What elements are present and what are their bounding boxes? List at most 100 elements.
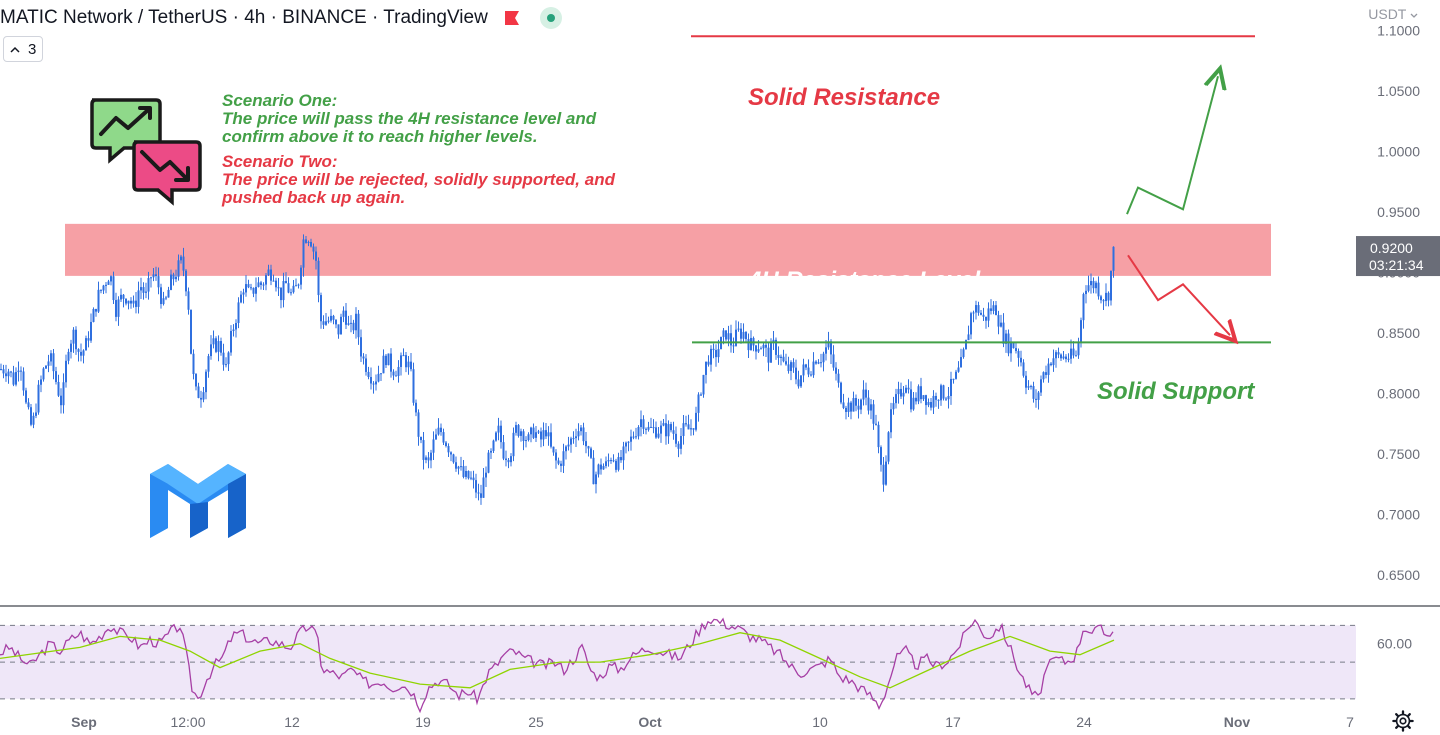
price-tick-label: 0.7500: [1377, 446, 1420, 462]
candle: [462, 460, 465, 479]
candles-layer: [0, 234, 1115, 505]
candle: [745, 331, 747, 344]
candle: [312, 243, 315, 260]
solid-support-label: Solid Support: [1097, 378, 1255, 405]
candle: [632, 431, 635, 440]
candle: [972, 310, 975, 323]
candle: [952, 378, 955, 384]
time-tick-label: Nov: [1224, 714, 1251, 730]
candle: [827, 331, 830, 350]
candle: [1060, 353, 1062, 362]
candle: [690, 419, 692, 436]
candle: [152, 268, 155, 282]
candle: [815, 360, 817, 365]
candle: [1047, 358, 1050, 383]
time-tick-label: 19: [415, 714, 431, 730]
candle: [137, 281, 140, 314]
candle: [892, 396, 895, 415]
currency-selector[interactable]: USDT: [1368, 6, 1418, 22]
candle: [185, 269, 187, 297]
candle: [1000, 314, 1002, 328]
candle: [487, 450, 490, 474]
candle: [495, 431, 497, 442]
indicators-toggle-button[interactable]: 3: [3, 36, 44, 62]
candle: [480, 484, 482, 505]
candle: [775, 337, 777, 360]
candle: [802, 358, 805, 383]
candle: [1087, 275, 1090, 293]
candle: [30, 404, 32, 427]
candle: [1052, 349, 1055, 372]
candle: [42, 367, 45, 382]
candle: [180, 254, 182, 264]
candle: [717, 339, 720, 363]
candle: [707, 355, 710, 367]
candle: [142, 282, 145, 300]
candle: [605, 456, 607, 469]
candle: [150, 276, 152, 288]
candle: [232, 324, 235, 337]
candle: [622, 441, 625, 470]
market-status-icon[interactable]: [539, 7, 562, 29]
candle: [7, 368, 10, 384]
candle: [732, 337, 735, 354]
candle: [202, 386, 205, 403]
candle: [1095, 280, 1097, 294]
candle: [975, 300, 977, 320]
candle: [850, 400, 852, 420]
candle: [170, 269, 172, 291]
candle: [510, 453, 512, 467]
candle: [762, 342, 765, 357]
candle: [532, 423, 535, 439]
candle: [292, 280, 295, 294]
candle: [325, 312, 327, 326]
candle: [647, 421, 650, 432]
candle: [755, 344, 757, 360]
candle: [800, 375, 802, 388]
candle: [597, 463, 600, 478]
candle: [897, 381, 900, 404]
candle: [767, 342, 770, 372]
price-tick-label: 0.9500: [1377, 204, 1420, 220]
candle: [345, 303, 347, 329]
candle: [842, 393, 845, 410]
candle: [907, 379, 910, 394]
candle: [817, 359, 820, 365]
candle: [50, 350, 52, 366]
candle: [862, 380, 865, 406]
candle: [310, 238, 312, 248]
time-tick-label: 24: [1076, 714, 1092, 730]
resistance-zone-label: 4H Resistance Level: [747, 267, 981, 294]
candle: [627, 441, 630, 452]
time-tick-label: Oct: [638, 714, 662, 730]
candle: [710, 345, 712, 372]
candle: [915, 392, 917, 405]
candle: [820, 353, 822, 368]
candle: [582, 422, 585, 446]
scenario-one-line1: The price will pass the 4H resistance le…: [222, 109, 597, 128]
candle: [437, 418, 440, 436]
candle: [1022, 359, 1025, 378]
candle: [10, 370, 12, 378]
candle: [472, 470, 475, 489]
candle: [1027, 380, 1030, 391]
candle: [177, 254, 180, 281]
candle: [987, 302, 990, 328]
candle: [795, 359, 797, 385]
candle: [365, 354, 367, 376]
candle: [515, 421, 517, 436]
candle: [702, 374, 705, 398]
flag-icon[interactable]: [504, 10, 520, 26]
candle: [887, 431, 890, 465]
candle: [307, 240, 310, 247]
candle: [812, 352, 815, 378]
symbol-title[interactable]: MATIC Network / TetherUS · 4h · BINANCE …: [0, 7, 488, 28]
candle: [440, 423, 442, 436]
time-tick-label: 12:00: [170, 714, 205, 730]
rsi-line: [0, 617, 1114, 714]
candle: [290, 288, 292, 296]
candle: [465, 465, 467, 480]
candle: [40, 375, 42, 393]
gear-icon[interactable]: [1392, 710, 1414, 732]
